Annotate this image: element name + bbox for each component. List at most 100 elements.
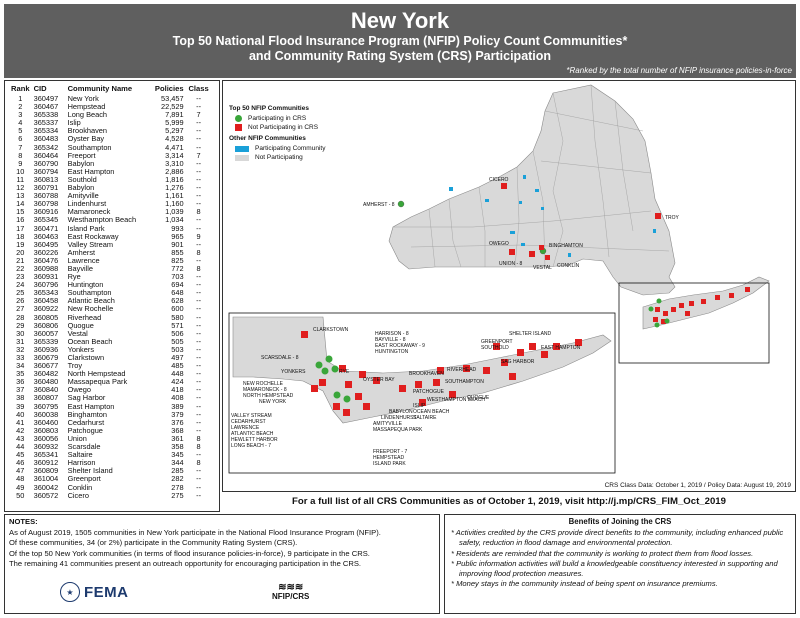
cell-class: --: [196, 239, 202, 249]
table-row: 6 360483 Oyster Bay 4,528 --: [9, 135, 212, 143]
ranked-note: *Ranked by the total number of NFIP insu…: [566, 66, 792, 75]
cell-policies: 282: [171, 474, 184, 484]
cell-policies: 3,310: [165, 158, 184, 168]
cell-class: 8: [196, 442, 201, 452]
table-row: 36 360480 Massapequa Park 424 --: [9, 378, 212, 386]
cell-policies: 772: [171, 263, 184, 273]
cell-rank: 38: [16, 393, 25, 403]
cell-cid: 360482: [33, 369, 59, 379]
cell-cid: 365337: [33, 118, 59, 128]
upstate-markers: [397, 183, 661, 260]
cell-cid: 360476: [33, 255, 59, 265]
cell-rank: 4: [18, 118, 23, 128]
cell-rank: 41: [16, 417, 25, 427]
cell-class: --: [196, 183, 202, 193]
gray-swatch-icon: [235, 154, 249, 161]
cell-rank: 12: [16, 183, 25, 193]
legend-other-title: Other NFIP Communities: [229, 135, 306, 142]
table-row: 33 360679 Clarkstown 497 --: [9, 353, 212, 362]
cell-policies: 1,276: [165, 183, 184, 193]
cell-community: Yonkers: [67, 344, 95, 354]
cell-class: --: [196, 336, 202, 346]
cell-community: Island Park: [67, 223, 105, 233]
cell-class: --: [196, 158, 202, 168]
cell-rank: 5: [18, 126, 23, 136]
cell-policies: 1,039: [165, 207, 184, 217]
cell-cid: 360460: [33, 417, 59, 427]
cell-rank: 49: [16, 482, 25, 492]
cell-class: --: [196, 417, 202, 427]
legend-participating: Participating Community: [235, 145, 325, 152]
cell-cid: 360458: [33, 296, 59, 306]
cell-class: --: [196, 401, 202, 411]
cell-cid: 360806: [33, 320, 59, 330]
cell-rank: 48: [16, 474, 25, 484]
table-row: 13 360788 Amityville 1,161 --: [9, 192, 212, 200]
table-row: 22 360988 Bayville 772 8: [9, 263, 212, 273]
page-header: New York Top 50 National Flood Insurance…: [4, 4, 796, 78]
cell-cid: 360805: [33, 312, 59, 322]
cell-class: --: [196, 272, 202, 282]
label-sag-harbor: SAG HARBOR: [501, 359, 535, 365]
notes-line: As of August 2019, 1505 communities in N…: [9, 527, 381, 537]
label-southold: SOUTHOLD: [481, 345, 509, 351]
cell-community: Troy: [67, 361, 83, 371]
cell-cid: 360056: [33, 433, 59, 443]
notes-title: NOTES:: [9, 517, 38, 526]
table-row: 14 360798 Lindenhurst 1,160 --: [9, 200, 212, 208]
cell-class: --: [196, 304, 202, 314]
cell-community: Freeport: [67, 150, 96, 160]
cell-policies: 408: [171, 393, 184, 403]
label-shelter-island: SHELTER ISLAND: [509, 331, 552, 337]
table-row: 9 360790 Babylon 3,310 --: [9, 158, 212, 168]
label-troy: TROY: [665, 215, 680, 221]
table-row: 21 360476 Lawrence 825 --: [9, 255, 212, 265]
cell-community: Mamaroneck: [67, 207, 111, 217]
benefit-item: * Activities credited by the CRS provide…: [451, 528, 784, 548]
label-lindenhurst: LINDENHURST: [381, 415, 417, 421]
cell-rank: 50: [16, 490, 25, 500]
cell-class: --: [196, 490, 202, 500]
table-row: 12 360791 Babylon 1,276 --: [9, 183, 212, 193]
cell-class: --: [196, 482, 202, 492]
cell-cid: 360803: [33, 425, 59, 435]
label-quogue: QUOGUE: [467, 395, 490, 401]
cell-class: --: [196, 166, 202, 176]
label-clarkstown: CLARKSTOWN: [313, 327, 349, 333]
label-riverhead: RIVERHEAD: [447, 367, 477, 373]
table-row: 41 360460 Cedarhurst 376 --: [9, 417, 212, 427]
table-row: 46 360912 Harrison 344 8: [9, 459, 212, 467]
cell-rank: 1: [18, 94, 23, 103]
table-row: 27 360922 New Rochelle 600 --: [9, 305, 212, 313]
cell-cid: 360226: [33, 247, 59, 257]
cell-rank: 34: [16, 361, 25, 371]
cell-policies: 1,161: [165, 191, 184, 201]
cell-class: --: [196, 312, 202, 322]
cell-policies: 3,314: [165, 150, 184, 160]
cell-class: --: [196, 450, 202, 460]
table-row: 23 360931 Rye 703 --: [9, 272, 212, 282]
cell-rank: 40: [16, 409, 25, 419]
cell-cid: 360463: [33, 231, 59, 241]
cell-community: Owego: [67, 385, 91, 395]
benefits-panel: Benefits of Joining the CRS * Activities…: [444, 514, 796, 614]
cell-policies: 600: [171, 304, 184, 314]
table-row: 25 365343 Southampton 648 --: [9, 289, 212, 297]
participating-communities: [449, 175, 656, 257]
table-row: 35 360482 North Hempstead 448 --: [9, 370, 212, 378]
inset-markers: [301, 331, 582, 416]
cell-class: --: [196, 142, 202, 152]
table-row: 48 361004 Greenport 282 --: [9, 475, 212, 483]
dhs-seal-icon: ★: [60, 582, 80, 602]
table-header-row: Rank CID Community Name Policies Class: [9, 84, 212, 95]
cell-class: --: [196, 255, 202, 265]
cell-class: --: [196, 126, 202, 136]
cell-policies: 503: [171, 344, 184, 354]
fema-logo: ★ FEMA: [60, 582, 129, 602]
cell-cid: 360471: [33, 223, 59, 233]
cell-community: Huntington: [67, 280, 104, 290]
cell-cid: 360467: [33, 102, 59, 112]
page-subtitle-2: and Community Rating System (CRS) Partic…: [248, 49, 552, 63]
full-list-link[interactable]: For a full list of all CRS Communities a…: [292, 496, 726, 507]
cell-community: Patchogue: [67, 425, 103, 435]
